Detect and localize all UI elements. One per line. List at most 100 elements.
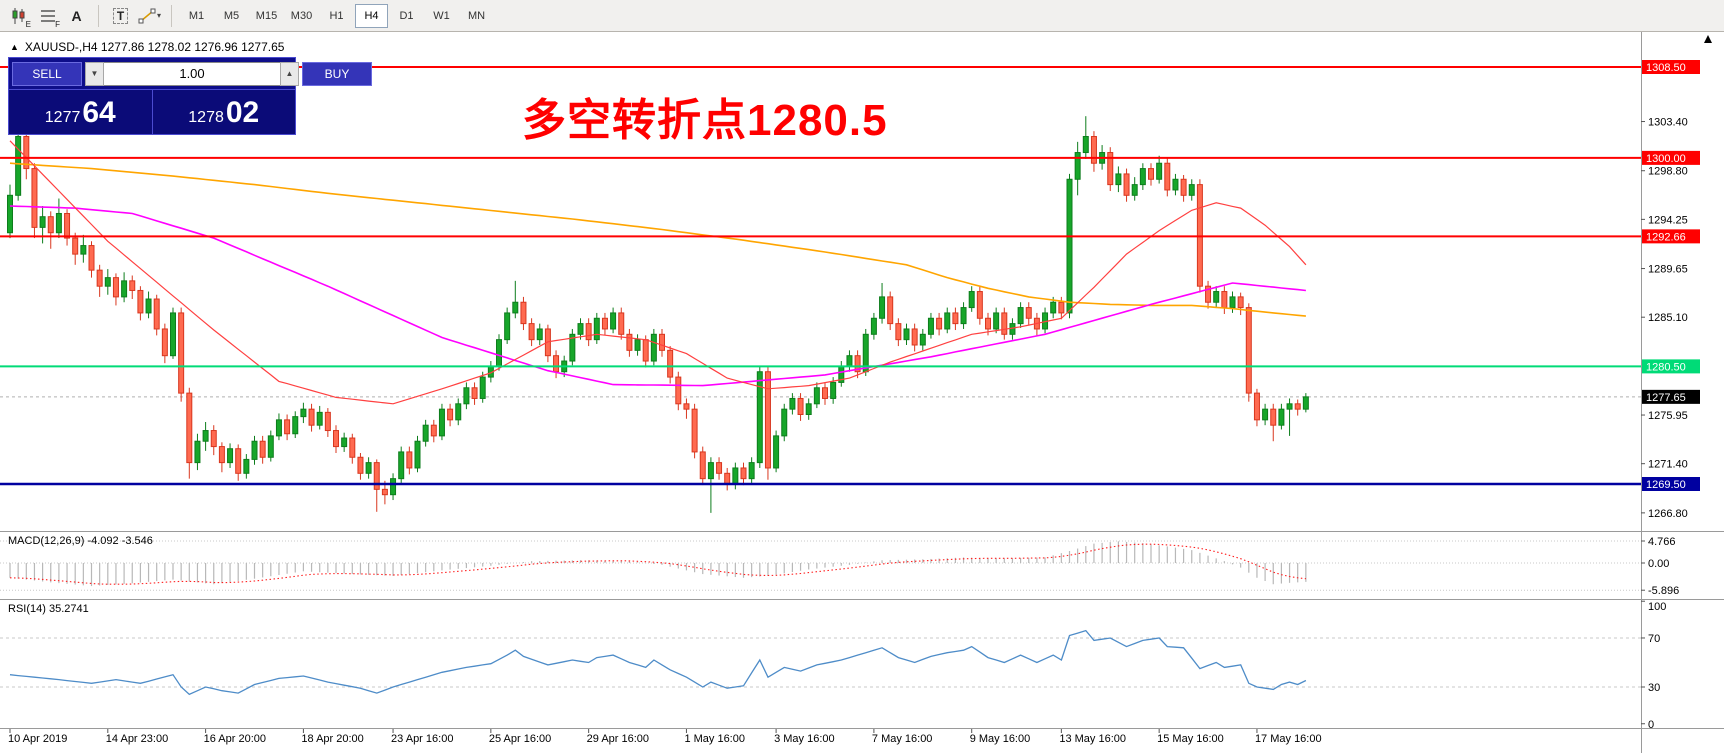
toolbar: E F A T ▾ M1 M5 M15 M30 xyxy=(0,0,1724,32)
candlestick-chart-tool-button[interactable]: E xyxy=(5,3,32,29)
svg-text:-5.896: -5.896 xyxy=(1648,585,1679,597)
svg-text:1280.50: 1280.50 xyxy=(1646,361,1686,373)
candle-down xyxy=(88,245,95,271)
candle-up xyxy=(1302,396,1309,410)
candle-down xyxy=(210,430,217,448)
tf-button-d1[interactable]: D1 xyxy=(390,4,423,28)
lines-tool-button[interactable]: F xyxy=(34,3,61,29)
candle-up xyxy=(496,339,502,367)
tf-button-h1[interactable]: H1 xyxy=(320,4,353,28)
tf-button-mn[interactable]: MN xyxy=(460,4,493,28)
candle-up xyxy=(993,312,1000,330)
candle-up xyxy=(577,323,584,335)
candle-down xyxy=(822,387,828,399)
candle-down xyxy=(447,408,454,421)
ma-line-mid xyxy=(9,205,1306,387)
rsi-line xyxy=(9,629,1307,696)
ask-price[interactable]: 1278 02 xyxy=(153,90,296,134)
candle-down xyxy=(1164,162,1171,191)
candle-down xyxy=(471,387,478,399)
tf-button-w1[interactable]: W1 xyxy=(425,4,458,28)
candle-down xyxy=(373,462,380,490)
candle-up xyxy=(227,448,234,464)
svg-text:1266.80: 1266.80 xyxy=(1648,508,1688,520)
candle-up xyxy=(732,467,739,485)
svg-text:23 Apr 16:00: 23 Apr 16:00 xyxy=(391,733,453,745)
svg-text:29 Apr 16:00: 29 Apr 16:00 xyxy=(587,733,649,745)
one-click-trading-panel: SELL ▼ ▲ BUY 1277 64 1278 02 xyxy=(8,57,372,135)
candle-down xyxy=(96,269,103,287)
svg-text:25 Apr 16:00: 25 Apr 16:00 xyxy=(489,733,551,745)
candle-up xyxy=(756,371,763,464)
candle-down xyxy=(716,462,723,474)
candle-up xyxy=(634,339,641,351)
candle-down xyxy=(601,317,608,330)
svg-text:0: 0 xyxy=(1648,719,1654,731)
candle-down xyxy=(667,349,674,378)
tf-button-m5[interactable]: M5 xyxy=(215,4,248,28)
volume-up-button[interactable]: ▲ xyxy=(280,61,299,86)
candle-down xyxy=(985,317,991,330)
toolbar-separator xyxy=(98,4,99,27)
candle-up xyxy=(365,462,372,474)
candle-up xyxy=(55,212,62,234)
candle-down xyxy=(976,291,983,319)
candle-up xyxy=(805,403,812,415)
candle-down xyxy=(1001,312,1008,335)
svg-text:30: 30 xyxy=(1648,682,1660,694)
candle-down xyxy=(1270,408,1277,426)
svg-text:14 Apr 23:00: 14 Apr 23:00 xyxy=(106,733,168,745)
candle-up xyxy=(707,462,714,480)
ask-price-main: 1278 xyxy=(188,109,224,126)
candle-up xyxy=(243,458,250,474)
sell-button[interactable]: SELL xyxy=(12,61,82,86)
candle-up xyxy=(927,317,934,335)
volume-input[interactable] xyxy=(104,61,280,86)
tf-button-m30[interactable]: M30 xyxy=(285,4,318,28)
candle-down xyxy=(64,212,71,239)
candle-down xyxy=(626,333,633,351)
svg-text:10 Apr 2019: 10 Apr 2019 xyxy=(8,733,67,745)
tf-button-m1[interactable]: M1 xyxy=(180,4,213,28)
candle-down xyxy=(1058,301,1065,314)
candle-down xyxy=(895,323,902,341)
horizontal-level-lines[interactable] xyxy=(0,66,1641,486)
candle-down xyxy=(137,289,144,314)
rsi-indicator-label: RSI(14) 35.2741 xyxy=(8,603,89,615)
candle-up xyxy=(789,397,796,410)
candle-down xyxy=(430,424,437,437)
candle-down xyxy=(1205,285,1212,303)
bid-price-pips: 64 xyxy=(82,96,116,129)
text-label-tool-button[interactable]: T xyxy=(107,3,134,29)
bid-price[interactable]: 1277 64 xyxy=(9,90,152,134)
candle-up xyxy=(1278,408,1285,426)
chart-shift[interactable] xyxy=(1704,35,1712,43)
candle-down xyxy=(683,403,690,410)
candle-down xyxy=(31,168,38,228)
candle-down xyxy=(161,328,168,357)
symbol-ohlc-text: XAUUSD-,H4 1277.86 1278.02 1276.96 1277.… xyxy=(24,40,285,54)
candle-up xyxy=(202,430,209,442)
text-tool-button[interactable]: A xyxy=(63,3,90,29)
candle-up xyxy=(414,440,421,469)
candle-down xyxy=(691,408,698,453)
tf-button-m15[interactable]: M15 xyxy=(250,4,283,28)
volume-down-button[interactable]: ▼ xyxy=(85,61,104,86)
candle-down xyxy=(699,451,706,480)
candle-up xyxy=(879,296,886,319)
svg-text:17 May 16:00: 17 May 16:00 xyxy=(1255,733,1322,745)
candle-up xyxy=(968,291,975,309)
tf-button-h4[interactable]: H4 xyxy=(355,3,388,28)
buy-button[interactable]: BUY xyxy=(302,61,372,86)
volume-stepper: ▼ ▲ xyxy=(85,61,299,86)
trendline-tools-button[interactable]: ▾ xyxy=(136,3,163,29)
candle-down xyxy=(854,355,861,373)
candle-up xyxy=(145,298,152,314)
candle-down xyxy=(797,397,804,415)
candle-up xyxy=(121,280,128,298)
tool-sub-label: F xyxy=(55,19,60,29)
candle-up xyxy=(846,355,853,367)
candle-down xyxy=(740,467,747,480)
candle-up xyxy=(870,317,877,335)
candle-up xyxy=(1262,408,1269,421)
